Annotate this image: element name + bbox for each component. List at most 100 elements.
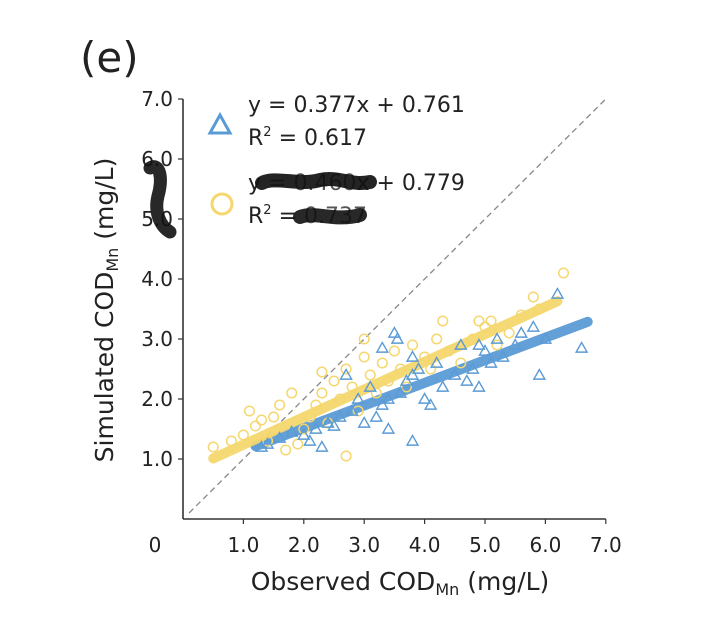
data-point-circle [473,315,485,327]
x-tick-label: 7.0 [590,533,622,557]
x-tick-label: 0 [149,533,162,557]
data-point-triangle [454,338,468,350]
data-point-circle [310,399,322,411]
redaction-scribble-axis [143,160,177,239]
data-point-triangle [357,416,371,428]
y-tick-label: 2.0 [141,387,173,411]
data-point-circle [400,381,413,393]
data-point-triangle [393,386,408,398]
data-point-triangle [381,422,396,434]
redaction-scribble-equation [255,172,377,190]
data-point-triangle [484,356,498,368]
data-point-triangle [309,422,323,434]
data-point-triangle [538,332,553,344]
data-point-triangle [460,374,474,386]
data-point-circle [237,429,249,441]
data-point-triangle [405,434,420,446]
x-tick-label: 2.0 [288,533,320,557]
data-point-circle [316,387,328,399]
data-point-triangle [327,419,341,431]
legend-equation-blue: y = 0.377x + 0.761 [248,93,465,118]
data-point-triangle [399,374,414,386]
fit-line-blue [250,316,593,452]
panel-label: (e) [80,33,139,82]
data-point-circle [304,411,316,423]
data-point-triangle [532,368,547,380]
legend-triangle-marker [207,111,233,135]
legend: y = 0.377x + 0.761 R2 = 0.617 y = 0.460x… [143,93,465,239]
data-point-triangle [390,332,405,344]
data-point-circle [394,363,406,375]
data-point-triangle [333,410,347,422]
x-tick-label: 6.0 [529,533,561,557]
data-point-triangle [472,380,486,392]
data-point-triangle [429,356,444,368]
data-point-triangle [369,410,383,422]
data-point-circle [382,375,394,387]
data-point-circle [358,351,370,363]
data-point-triangle [254,440,269,452]
data-point-triangle [514,326,528,338]
data-point-triangle [436,380,450,392]
data-point-circle [443,345,455,357]
data-point-triangle [285,425,299,437]
data-point-triangle [363,380,377,392]
data-point-triangle [526,320,541,332]
data-point-triangle [375,398,390,410]
data-point-triangle [345,404,359,416]
legend-circle-marker [210,192,234,216]
data-point-circle [503,327,515,339]
data-point-circle [370,387,382,399]
data-point-circle [334,393,346,405]
data-point-triangle [405,368,420,380]
data-point-triangle [574,341,589,353]
data-point-circle [286,387,298,399]
data-point-circle [376,357,388,369]
data-point-triangle [303,434,317,446]
data-point-triangle [490,332,504,344]
data-point-circle [406,339,419,351]
data-point-triangle [423,398,438,410]
x-axis-label: Observed CODMn (mg/L) [251,567,550,599]
data-point-circle [249,420,262,432]
y-tick-label: 1.0 [141,447,173,471]
data-point-triangle [375,341,390,353]
data-point-circle [527,291,539,303]
data-point-triangle [272,431,287,443]
data-point-triangle [387,326,402,338]
data-point-circle [533,303,545,315]
data-point-triangle [260,437,275,449]
legend-r2-blue: R2 = 0.617 [248,125,367,151]
data-point-circle [340,363,352,375]
fit-line-yellow [208,296,563,464]
x-tick-label: 1.0 [227,533,259,557]
data-point-circle [346,381,358,393]
data-point-triangle [411,362,426,374]
y-tick-label: 3.0 [141,327,173,351]
data-point-circle [557,267,570,279]
data-point-circle [298,423,310,435]
data-point-circle [431,333,443,345]
data-point-triangle [297,428,311,440]
y-axis-label: Simulated CODMn (mg/L) [90,158,122,463]
data-point-circle [419,351,431,363]
data-point-triangle [339,368,353,380]
data-point-circle [491,339,503,351]
data-point-triangle [472,338,486,350]
data-point-triangle [448,368,462,380]
fit-lines [208,296,593,464]
data-point-circle [292,438,304,450]
data-point-circle [328,375,340,387]
data-point-triangle [417,392,432,404]
x-tick-labels: 0 1.0 2.0 3.0 4.0 5.0 6.0 7.0 [149,533,622,557]
data-points [207,267,589,462]
data-point-circle [316,366,328,378]
data-point-triangle [478,344,492,356]
data-point-triangle [405,350,420,362]
axes [178,98,607,524]
data-point-triangle [321,416,335,428]
data-point-circle [455,357,467,369]
data-point-triangle [550,287,565,299]
data-point-circle [207,441,219,453]
